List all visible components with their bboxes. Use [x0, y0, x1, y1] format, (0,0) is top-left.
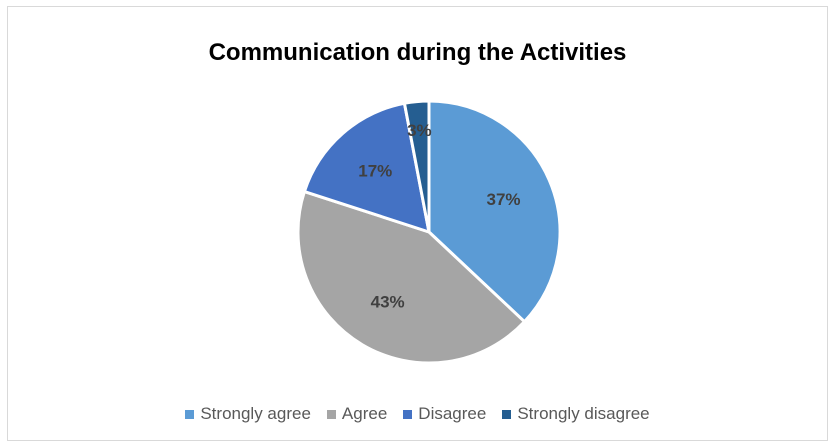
legend-item-disagree: Disagree: [403, 404, 486, 424]
legend-swatch: [403, 409, 413, 419]
label-strongly-agree: 37%: [487, 190, 521, 209]
legend-label: Strongly agree: [200, 404, 311, 423]
pie-chart: 37% 43% 17% 3%: [296, 99, 562, 365]
legend-item-agree: Agree: [326, 404, 388, 424]
chart-area: Communication during the Activities 37% 4…: [7, 6, 828, 441]
slice-agree: [296, 190, 526, 365]
legend: Strongly agree Agree Disagree Strongly d…: [8, 404, 827, 424]
legend-swatch: [326, 409, 336, 419]
chart-title: Communication during the Activities: [208, 39, 627, 66]
label-strongly-disagree: 3%: [407, 121, 432, 140]
legend-item-strongly-agree: Strongly agree: [185, 404, 311, 424]
slice-disagree: [302, 101, 431, 234]
legend-label: Agree: [341, 404, 388, 423]
label-agree: 43%: [371, 292, 405, 311]
slice-strongly-disagree: [402, 99, 431, 234]
legend-swatch: [502, 409, 512, 419]
legend-item-strongly-disagree: Strongly disagree: [502, 404, 650, 424]
slice-strongly-agree: [427, 99, 562, 324]
legend-swatch: [185, 409, 195, 419]
label-disagree: 17%: [358, 162, 392, 181]
legend-label: Disagree: [418, 404, 487, 423]
pie-data-labels: 37% 43% 17% 3%: [358, 121, 520, 312]
legend-label: Strongly disagree: [517, 404, 650, 423]
pie-slices: [296, 99, 562, 365]
